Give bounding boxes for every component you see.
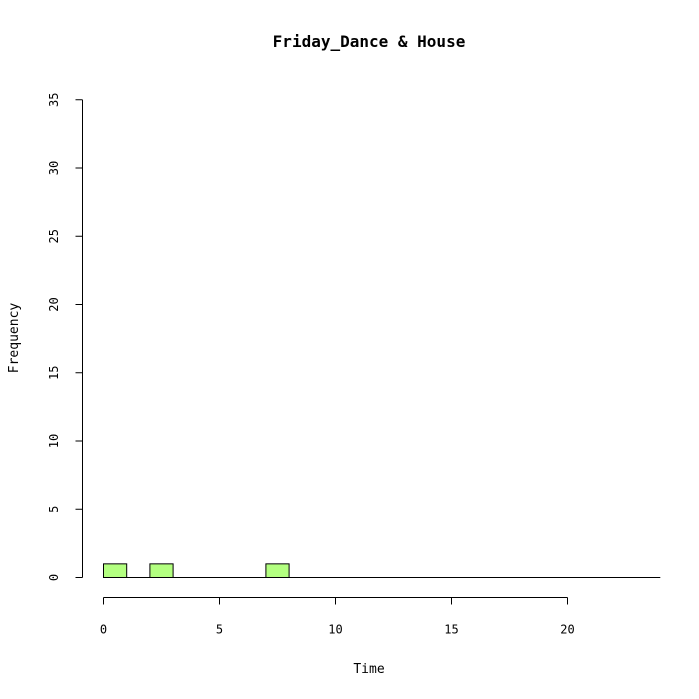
y-tick-label: 30 (47, 161, 61, 175)
y-tick-label: 25 (47, 229, 61, 243)
x-tick-label: 0 (100, 623, 107, 637)
y-tick-label: 10 (47, 434, 61, 448)
y-axis: 0 5 10 15 20 25 30 35 (47, 93, 83, 581)
x-tick-label: 5 (216, 623, 223, 637)
bars-group (103, 563, 661, 578)
y-tick-label: 35 (47, 93, 61, 107)
x-axis: 0 5 10 15 20 (100, 597, 575, 637)
x-tick-label: 10 (328, 623, 342, 637)
y-axis-label: Frequency (7, 303, 22, 374)
histogram-bar (149, 563, 174, 578)
histogram-bar (265, 563, 290, 578)
y-tick-label: 5 (47, 506, 61, 513)
histogram-bar (103, 563, 128, 578)
y-tick-label: 0 (47, 574, 61, 581)
x-tick-label: 15 (444, 623, 458, 637)
y-tick-label: 15 (47, 366, 61, 380)
chart-title: Friday_Dance & House (273, 32, 466, 51)
x-axis-label: Time (353, 662, 384, 677)
y-tick-label: 20 (47, 297, 61, 311)
x-tick-label: 20 (560, 623, 574, 637)
